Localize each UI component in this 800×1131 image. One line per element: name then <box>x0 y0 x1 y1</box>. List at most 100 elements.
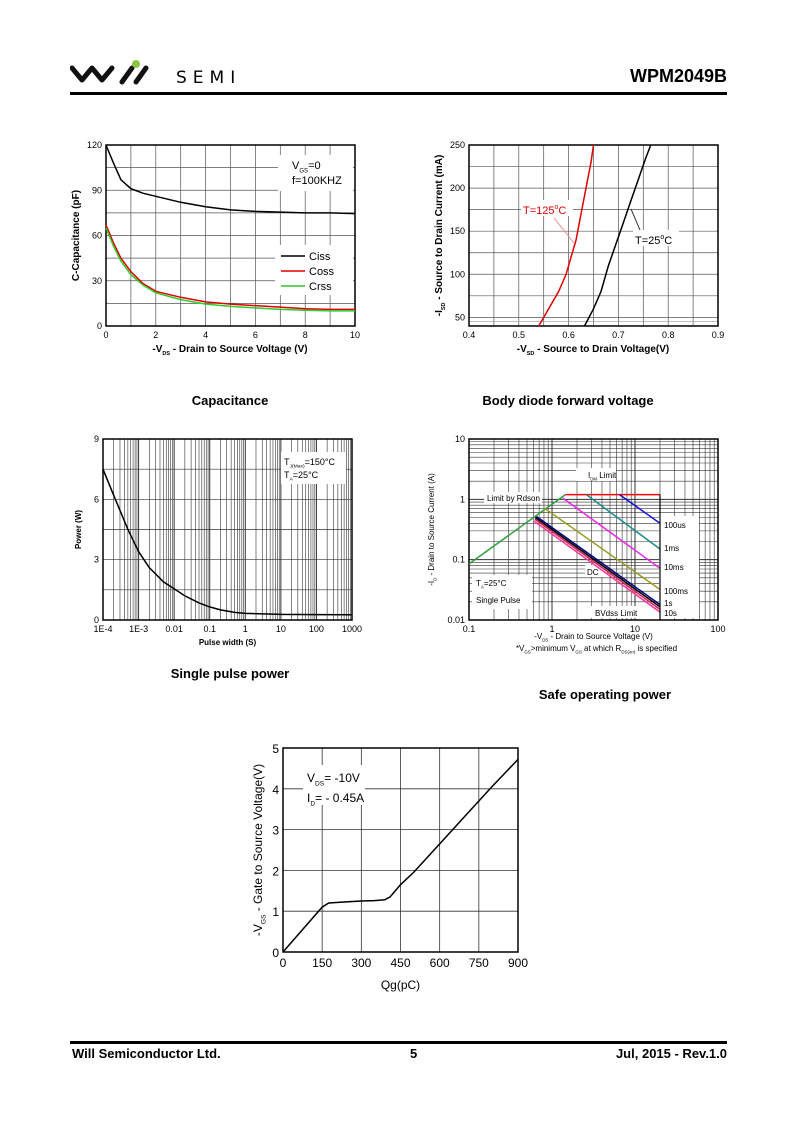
y-axis-label: -ISD - Source to Drain Current (mA) <box>434 155 447 317</box>
y-tick-label: 150 <box>450 226 465 236</box>
y-tick-label: 1 <box>460 494 465 504</box>
x-tick-label: 0.7 <box>612 330 625 340</box>
y-tick-label: 120 <box>87 140 102 150</box>
caption-capacitance: Capacitance <box>191 393 269 408</box>
x-tick-label: 0.6 <box>562 330 575 340</box>
footer-divider <box>70 1041 727 1044</box>
x-tick-label: 900 <box>508 956 528 970</box>
annotation-ta: TA=25°C <box>284 470 319 483</box>
line-label-10s: 10s <box>664 609 677 618</box>
x-tick-label: 100 <box>710 624 725 634</box>
y-tick-label: 30 <box>92 276 102 286</box>
x-tick-label: 10 <box>350 330 360 340</box>
label-bg <box>576 468 616 481</box>
series-line-10ms <box>562 497 661 569</box>
caption-body-diode: Body diode forward voltage <box>482 393 654 408</box>
footer-date-revision: Jul, 2015 - Rev.1.0 <box>615 1046 727 1061</box>
x-tick-label: 750 <box>469 956 489 970</box>
x-tick-label: 0.01 <box>165 624 183 634</box>
y-tick-label: 60 <box>92 231 102 241</box>
series-line-10s <box>534 518 661 611</box>
series-line-crss <box>105 227 355 312</box>
x-tick-label: 1000 <box>342 624 362 634</box>
y-tick-label: 1 <box>272 905 279 919</box>
idm-limit-label: IDM Limit <box>588 471 617 481</box>
single-pulse-label: Single Pulse <box>476 596 521 605</box>
y-axis-label: -VGS - Gate to Source Voltage(V) <box>251 764 268 936</box>
dc-label: DC <box>587 568 599 577</box>
rdson-limit-label: Limit by Rdson <box>487 494 540 503</box>
x-tick-label: 600 <box>430 956 450 970</box>
x-tick-label: 0 <box>103 330 108 340</box>
series-line-limit-by-rdson <box>468 493 566 565</box>
caption-soa: Safe operating power <box>538 687 672 702</box>
header-divider <box>70 92 727 95</box>
y-tick-label: 10 <box>455 434 465 444</box>
series-line-t125 <box>538 144 595 327</box>
annotation-bg <box>303 765 365 805</box>
y-tick-label: 100 <box>450 269 465 279</box>
x-tick-label: 0.1 <box>463 624 476 634</box>
series-line-t25 <box>583 144 652 327</box>
y-tick-label: 6 <box>94 494 99 504</box>
y-tick-label: 0 <box>272 946 279 960</box>
y-tick-label: 2 <box>272 864 279 878</box>
y-tick-label: 0.1 <box>452 555 465 565</box>
series-line-1ms <box>585 493 661 550</box>
series-line-100ms <box>543 507 661 591</box>
x-axis-label: -VDS - Drain to Source Voltage (V) <box>152 344 307 357</box>
annotation-bg <box>281 452 346 484</box>
line-label-1s: 1s <box>664 599 672 608</box>
y-tick-label: 3 <box>94 555 99 565</box>
x-tick-label: 1E-4 <box>93 624 112 634</box>
rdson-footnote: *VGS>minimum VGS at which RDS(on) is spe… <box>516 644 677 654</box>
legend-label-ciss: Ciss <box>309 251 331 263</box>
y-tick-label: 5 <box>272 742 279 756</box>
x-tick-label: 0.4 <box>463 330 476 340</box>
ambient-temp-label: TA=25°C <box>476 579 507 589</box>
x-tick-label: 100 <box>309 624 324 634</box>
annotation-tj: TJ(Max)=150°C <box>284 457 335 470</box>
annotation-vgs: VGS=0 <box>292 160 321 174</box>
line-label-10ms: 10ms <box>664 563 684 572</box>
y-tick-label: 0 <box>94 615 99 625</box>
x-tick-label: 10 <box>276 624 286 634</box>
legend-label-crss: Crss <box>309 281 332 293</box>
y-tick-label: 250 <box>450 140 465 150</box>
y-axis-label: C-Capacitance (pF) <box>71 190 82 281</box>
y-tick-label: 0 <box>97 321 102 331</box>
x-tick-label: 150 <box>312 956 332 970</box>
annotation-bg <box>278 155 353 191</box>
will-logo-icon <box>70 60 149 85</box>
x-axis-label: -VDS - Drain to Source Voltage (V) <box>534 632 653 642</box>
y-tick-label: 50 <box>455 312 465 322</box>
series-line-ciss <box>105 144 356 215</box>
label-bg <box>521 200 573 216</box>
x-tick-label: 1 <box>549 624 554 634</box>
series-line-100us <box>619 493 661 524</box>
caption-single-pulse: Single pulse power <box>170 666 290 681</box>
line-label-1ms: 1ms <box>664 544 679 553</box>
footer-company: Will Semiconductor Ltd. <box>72 1046 221 1061</box>
annotation-id: ID= - 0.45A <box>307 791 364 808</box>
x-tick-label: 0.9 <box>712 330 725 340</box>
series-label-t25: T=25oC <box>635 234 672 247</box>
x-tick-label: 1 <box>243 624 248 634</box>
body-diode-chart: T=125oC T=25oC 0.4 0.5 0.6 0.7 0.8 0.9 50 100 150 2… <box>434 140 725 357</box>
plot-frame <box>282 747 519 953</box>
x-axis-label: Qg(pC) <box>381 978 420 992</box>
y-axis-label: Power (W) <box>74 510 83 549</box>
series-line-1s <box>536 515 661 606</box>
x-tick-label: 450 <box>390 956 410 970</box>
annotation-frequency: f=100KHZ <box>292 175 342 187</box>
series-line-coss <box>105 224 355 311</box>
label-bg <box>659 516 699 618</box>
series-line-vgs <box>282 758 519 953</box>
label-pointer <box>630 208 641 231</box>
plot-frame <box>105 144 356 327</box>
plot-frame <box>102 438 353 621</box>
line-label-100ms: 100ms <box>664 587 688 596</box>
label-bg <box>484 492 542 503</box>
y-axis-label: -ID - Drain to Source Current (A) <box>427 473 437 586</box>
